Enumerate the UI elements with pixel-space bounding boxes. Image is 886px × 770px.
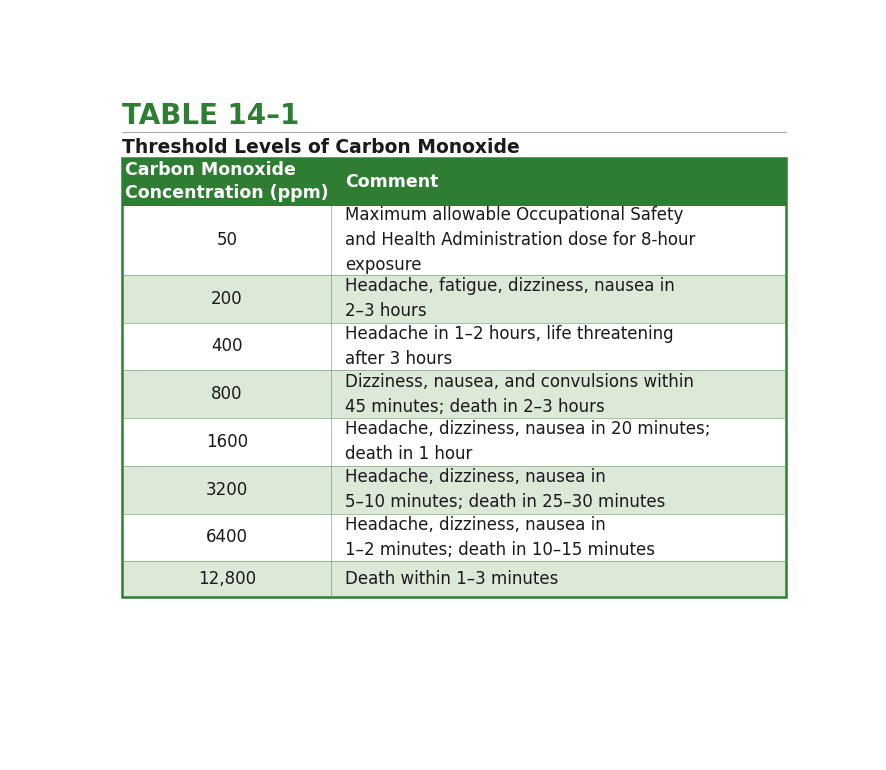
- Bar: [122, 418, 786, 466]
- Bar: [122, 275, 786, 323]
- Text: Threshold Levels of Carbon Monoxide: Threshold Levels of Carbon Monoxide: [122, 138, 520, 157]
- Text: Comment: Comment: [346, 172, 439, 191]
- Text: 6400: 6400: [206, 528, 248, 547]
- Text: Headache, dizziness, nausea in 20 minutes;
death in 1 hour: Headache, dizziness, nausea in 20 minute…: [346, 420, 711, 464]
- Text: Headache, dizziness, nausea in
1–2 minutes; death in 10–15 minutes: Headache, dizziness, nausea in 1–2 minut…: [346, 516, 656, 559]
- Text: 200: 200: [211, 290, 243, 308]
- Text: 1600: 1600: [206, 433, 248, 451]
- Bar: [122, 514, 786, 561]
- Text: Headache, dizziness, nausea in
5–10 minutes; death in 25–30 minutes: Headache, dizziness, nausea in 5–10 minu…: [346, 468, 665, 511]
- Text: 400: 400: [211, 337, 243, 356]
- Text: 800: 800: [211, 385, 243, 403]
- Bar: [122, 158, 786, 206]
- Bar: [122, 158, 786, 597]
- Text: 12,800: 12,800: [198, 570, 256, 588]
- Bar: [122, 206, 786, 275]
- Text: 3200: 3200: [206, 480, 248, 499]
- Text: Headache, fatigue, dizziness, nausea in
2–3 hours: Headache, fatigue, dizziness, nausea in …: [346, 277, 675, 320]
- Bar: [122, 466, 786, 514]
- Bar: [122, 561, 786, 597]
- Bar: [122, 323, 786, 370]
- Text: Maximum allowable Occupational Safety
and Health Administration dose for 8-hour
: Maximum allowable Occupational Safety an…: [346, 206, 696, 274]
- Bar: [122, 370, 786, 418]
- Text: Dizziness, nausea, and convulsions within
45 minutes; death in 2–3 hours: Dizziness, nausea, and convulsions withi…: [346, 373, 694, 416]
- Text: Headache in 1–2 hours, life threatening
after 3 hours: Headache in 1–2 hours, life threatening …: [346, 325, 674, 368]
- Text: TABLE 14–1: TABLE 14–1: [122, 102, 299, 130]
- Text: Carbon Monoxide
Concentration (ppm): Carbon Monoxide Concentration (ppm): [125, 161, 329, 203]
- Text: 50: 50: [216, 231, 237, 249]
- Text: Death within 1–3 minutes: Death within 1–3 minutes: [346, 570, 559, 588]
